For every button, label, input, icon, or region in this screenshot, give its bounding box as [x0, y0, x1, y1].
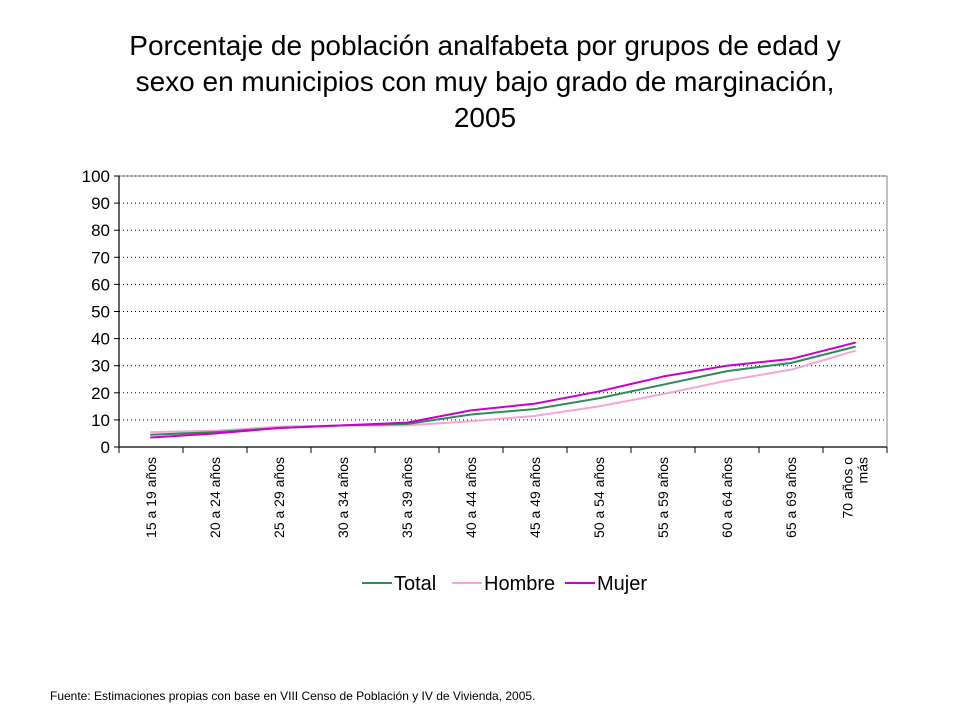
y-tick-label: 100: [82, 167, 110, 186]
gridlines: [119, 175, 887, 421]
x-tick-label: 70 años o: [840, 457, 856, 519]
x-tick-label: 40 a 44 años: [463, 457, 479, 538]
legend-label-mujer: Mujer: [597, 573, 647, 595]
x-tick-label: 65 a 69 años: [783, 457, 799, 538]
y-tick-label: 60: [91, 275, 110, 294]
y-tick-label: 20: [91, 384, 110, 403]
x-tick-label: 35 a 39 años: [399, 457, 415, 538]
x-tick-label: 30 a 34 años: [335, 457, 351, 538]
x-axis-ticks: 15 a 19 años 20 a 24 años 25 a 29 años 30 a…: [118, 447, 888, 538]
x-tick-label: 60 a 64 años: [719, 457, 735, 538]
y-tick-label: 40: [91, 330, 110, 349]
y-axis-ticks: 0 10 20 30 40 50 60 70 80 90 100: [82, 167, 119, 457]
line-chart: 0 10 20 30 40 50 60 70 80 90 100 15 a 19 años 20 a …: [82, 167, 888, 595]
x-tick-label: 25 a 29 años: [271, 457, 287, 538]
x-tick-label: 50 a 54 años: [591, 457, 607, 538]
x-tick-label: 45 a 49 años: [527, 457, 543, 538]
series-line-hombre: [150, 349, 856, 434]
y-tick-label: 80: [91, 221, 110, 240]
series-line-mujer: [150, 341, 856, 439]
series-lines: [150, 341, 856, 439]
x-tick-label: 55 a 59 años: [655, 457, 671, 538]
y-tick-label: 90: [91, 194, 110, 213]
y-tick-label: 10: [91, 411, 110, 430]
x-tick-label: 20 a 24 años: [207, 457, 223, 538]
source-note: Fuente: Estimaciones propias con base en…: [50, 689, 536, 703]
y-tick-label: 70: [91, 248, 110, 267]
y-tick-label: 50: [91, 303, 110, 322]
chart-title: Porcentaje de población analfabeta por g…: [129, 30, 841, 133]
y-tick-label: 0: [101, 438, 110, 457]
legend-label-total: Total: [394, 573, 436, 595]
legend-label-hombre: Hombre: [484, 573, 555, 595]
x-tick-label: más: [855, 457, 871, 483]
legend: Total Hombre Mujer: [362, 573, 647, 595]
x-tick-label: 15 a 19 años: [143, 457, 159, 538]
y-tick-label: 30: [91, 357, 110, 376]
